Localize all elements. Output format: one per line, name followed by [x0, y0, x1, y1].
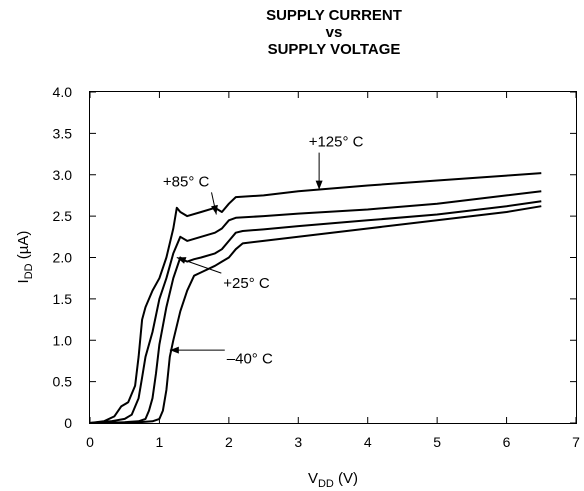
annotation-label: +25° C	[223, 275, 270, 292]
x-tick-label: 0	[86, 434, 94, 450]
y-tick-label: 1.0	[53, 332, 73, 348]
x-tick-label: 2	[225, 434, 233, 450]
x-axis-label-sub: DD	[318, 478, 334, 490]
y-tick-label: 3.0	[53, 167, 73, 183]
x-tick-label: 6	[503, 434, 511, 450]
y-tick-label: 2.0	[53, 250, 73, 266]
chart-title-line-1: SUPPLY CURRENT	[266, 7, 402, 24]
x-tick-label: 7	[572, 434, 580, 450]
series-line-25c	[89, 200, 542, 424]
y-tick-label: 0.5	[53, 374, 73, 390]
series-layer	[89, 172, 542, 424]
y-axis-label-sub: DD	[23, 263, 35, 279]
y-axis-label: IDD (µA)	[15, 231, 35, 284]
y-axis: 0 0.5 1.0 1.5 2.0 2.5 3.0 3.5 4.0	[53, 84, 576, 431]
x-tick-label: 4	[364, 434, 372, 450]
y-tick-label: 0	[64, 415, 72, 431]
x-axis-label-main: V	[308, 470, 318, 487]
series-line-85c	[89, 190, 542, 424]
series-line-40c	[89, 205, 542, 424]
annotation-label: +125° C	[309, 134, 364, 151]
x-axis-label: VDD (V)	[308, 470, 358, 490]
series-line-125c	[89, 172, 542, 424]
plot-frame	[89, 91, 577, 424]
annotation-label: +85° C	[163, 173, 210, 190]
annotation-layer: +125° C +85° C +25° C –40° C	[163, 134, 364, 368]
x-tick-label: 3	[294, 434, 302, 450]
x-axis: 0 1 2 3 4 5 6 7	[86, 92, 580, 450]
x-axis-label-unit: (V)	[334, 470, 358, 487]
annotation-arrowhead	[315, 180, 323, 190]
y-tick-label: 4.0	[53, 84, 73, 100]
y-tick-label: 2.5	[53, 208, 73, 224]
x-tick-label: 5	[433, 434, 441, 450]
y-tick-label: 3.5	[53, 125, 73, 141]
y-axis-label-main: I	[15, 279, 32, 283]
y-axis-label-unit: (µA)	[15, 231, 32, 264]
annotation-arrowhead	[211, 204, 218, 215]
annotation-label: –40° C	[227, 350, 273, 367]
x-tick-label: 1	[156, 434, 164, 450]
annotation-arrowhead	[176, 257, 187, 264]
y-tick-label: 1.5	[53, 291, 73, 307]
chart-title-line-3: SUPPLY VOLTAGE	[267, 41, 401, 58]
annotation-arrowhead	[169, 346, 179, 354]
chart-title-line-2: vs	[325, 24, 343, 41]
